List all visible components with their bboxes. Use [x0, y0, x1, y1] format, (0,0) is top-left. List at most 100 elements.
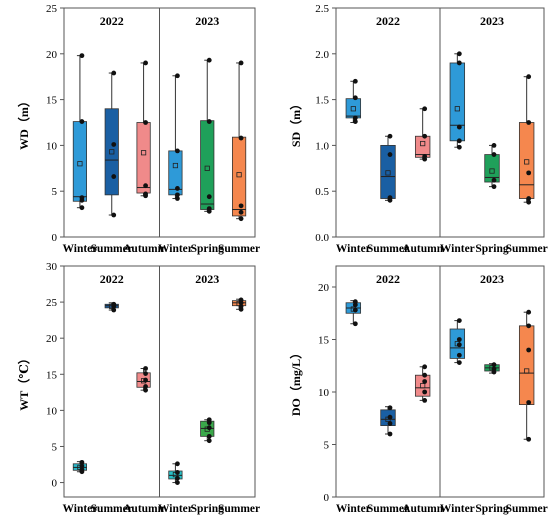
data-point	[456, 318, 462, 323]
y-tick-label: 20	[46, 49, 58, 61]
x-category-label: Summer	[367, 503, 409, 515]
data-point	[206, 57, 212, 63]
iqr-box	[518, 325, 535, 406]
data-point	[456, 144, 462, 150]
x-category-label: Autumn	[402, 503, 444, 515]
x-category-label: Spring	[475, 243, 508, 255]
x-category-label: Autumn	[402, 243, 444, 255]
data-point	[491, 184, 497, 190]
y-tick-label: 10	[318, 387, 330, 399]
x-category-label: Autumn	[123, 243, 165, 255]
year-label: 2022	[376, 14, 400, 28]
y-tick-label: 20	[46, 333, 58, 345]
x-category-label: Winter	[62, 503, 97, 515]
data-point	[352, 299, 358, 305]
data-point	[143, 120, 148, 125]
data-point	[526, 400, 532, 405]
data-point	[422, 364, 428, 370]
data-point	[175, 73, 180, 79]
x-category-label: Summer	[506, 503, 548, 515]
data-point	[387, 421, 393, 426]
y-axis-label: WD（m）	[16, 95, 31, 150]
data-point	[387, 195, 393, 201]
data-point	[526, 309, 532, 315]
y-tick-label: 0	[52, 232, 58, 244]
data-point	[206, 194, 212, 200]
chart-panel-2: 2022 20230.00.51.01.52.02.5SD（m）WinterSum…	[288, 3, 548, 255]
y-tick-label: 1.0	[315, 140, 329, 152]
x-category-label: Winter	[336, 503, 371, 515]
year-label: 2023	[480, 14, 504, 28]
x-category-label: Winter	[62, 243, 97, 255]
data-point	[352, 78, 358, 84]
year-label: 2023	[195, 14, 219, 28]
iqr-box	[518, 122, 535, 199]
y-tick-label: 0.0	[315, 232, 329, 244]
mean-marker	[524, 159, 530, 165]
data-point	[175, 470, 180, 475]
data-point	[143, 366, 148, 371]
y-tick-label: 0	[52, 478, 58, 490]
box-autumn-2022	[136, 60, 151, 199]
y-tick-label: 1.5	[315, 95, 329, 107]
data-point	[526, 199, 532, 205]
mean-marker	[140, 150, 147, 156]
box-winter-2022	[345, 78, 362, 124]
box-winter-2023	[449, 51, 466, 150]
data-point	[526, 170, 532, 176]
data-point	[456, 360, 462, 365]
data-point	[143, 60, 148, 66]
y-tick-label: 10	[46, 140, 58, 152]
mean-marker	[109, 149, 115, 155]
iqr-box	[136, 122, 151, 194]
data-point	[111, 142, 117, 147]
data-point	[526, 436, 532, 442]
data-point	[206, 433, 212, 439]
y-tick-label: 15	[318, 335, 330, 347]
data-point	[111, 70, 117, 76]
data-point	[387, 431, 393, 437]
year-label: 2023	[480, 272, 504, 286]
data-point	[491, 143, 497, 148]
y-tick-label: 20	[318, 282, 330, 294]
data-point	[111, 174, 117, 179]
data-point	[491, 177, 497, 183]
data-point	[456, 60, 462, 66]
x-category-label: Winter	[440, 243, 475, 255]
box-spring-2023	[484, 362, 500, 375]
data-point	[352, 119, 358, 124]
data-point	[352, 95, 358, 101]
box-summer-2022	[104, 301, 119, 313]
y-axis-label: WT（℃）	[16, 352, 31, 410]
x-category-label: Summer	[91, 503, 133, 515]
data-point	[526, 347, 532, 353]
data-point	[79, 53, 85, 59]
x-category-label: Autumn	[123, 503, 165, 515]
data-point	[526, 120, 532, 125]
data-point	[456, 352, 462, 358]
y-tick-label: 25	[46, 3, 58, 15]
data-point	[387, 405, 393, 411]
data-point	[238, 135, 244, 141]
data-point	[111, 212, 117, 218]
data-point	[143, 387, 148, 393]
data-point	[206, 425, 212, 431]
box-winter-2023	[449, 318, 466, 365]
data-point	[526, 196, 532, 201]
year-label: 2022	[376, 272, 400, 286]
box-spring-2023	[484, 143, 500, 190]
data-point	[491, 362, 497, 368]
chart-panel-1: 2022 20230510152025WD（m）WinterSummerAutum…	[16, 3, 260, 255]
box-spring-2023	[200, 57, 215, 214]
box-winter-2023	[168, 73, 183, 201]
data-point	[206, 438, 212, 444]
data-point	[422, 133, 428, 139]
x-category-label: Winter	[158, 243, 193, 255]
y-tick-label: 10	[46, 405, 58, 417]
data-point	[387, 133, 393, 139]
data-point	[143, 191, 148, 197]
x-category-label: Spring	[191, 503, 224, 515]
data-point	[79, 467, 85, 472]
data-point	[111, 301, 117, 307]
